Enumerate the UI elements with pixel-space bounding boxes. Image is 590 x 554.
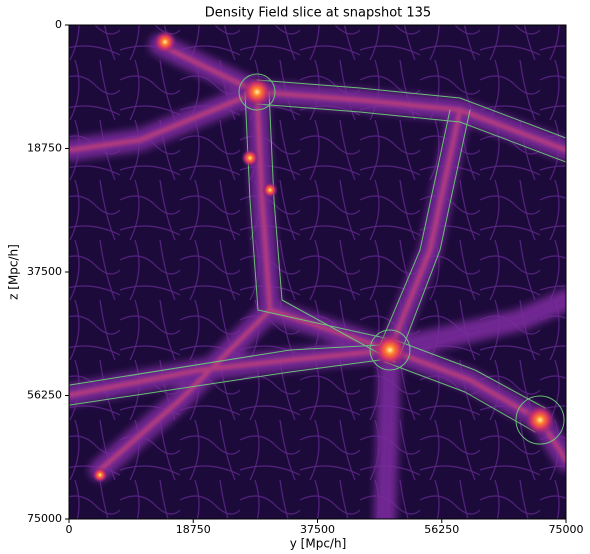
y-axis-label: z [Mpc/h]	[7, 244, 21, 300]
chart-title: Density Field slice at snapshot 135	[205, 6, 431, 21]
y-tick-label: 37500	[27, 265, 62, 278]
x-axis-label: y [Mpc/h]	[290, 537, 347, 551]
x-tick-label: 56250	[424, 523, 459, 536]
y-tick-label: 18750	[27, 142, 62, 155]
chart: Density Field slice at snapshot 135	[0, 0, 590, 554]
x-tick-label: 75000	[549, 523, 584, 536]
density-image	[69, 25, 566, 519]
y-tick-label: 75000	[27, 512, 62, 525]
y-tick-label: 56250	[27, 389, 62, 402]
x-tick-label: 0	[66, 523, 73, 536]
x-tick-label: 37500	[300, 523, 335, 536]
x-tick-label: 18750	[176, 523, 211, 536]
y-tick-label: 0	[55, 18, 62, 31]
